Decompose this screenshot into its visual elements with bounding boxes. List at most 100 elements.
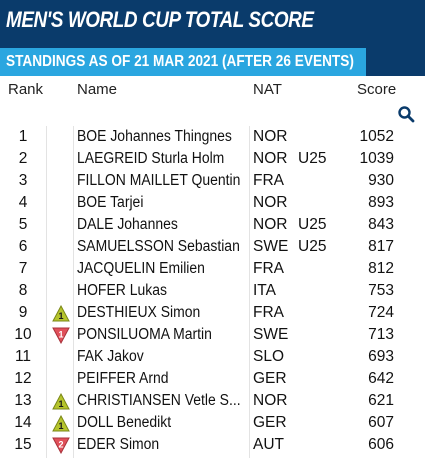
rank-change-value: 1	[58, 421, 63, 431]
column-divider	[46, 126, 47, 458]
nation-code: GER	[253, 414, 287, 431]
nation-code: NOR	[253, 216, 288, 233]
table-row[interactable]: 9 DESTHIEUX Simon FRA 724 1	[0, 302, 425, 324]
score-value: 642	[368, 370, 394, 387]
score-value: 930	[368, 172, 394, 189]
rank-up-triangle-icon: 1	[52, 415, 70, 432]
score-value: 713	[368, 326, 394, 343]
nation-code: SWE	[253, 326, 289, 343]
athlete-name[interactable]: SAMUELSSON Sebastian	[77, 238, 240, 255]
score-value: 1052	[359, 128, 394, 145]
name-column-header[interactable]: Name	[77, 81, 118, 98]
nation-code: NOR	[253, 128, 288, 145]
rank-change-value: 1	[58, 330, 63, 340]
score-value: 693	[368, 348, 394, 365]
table-row[interactable]: 3 FILLON MAILLET Quentin FRA 930	[0, 170, 425, 192]
athlete-name[interactable]: FILLON MAILLET Quentin	[77, 172, 241, 189]
table-row[interactable]: 2 LAEGREID Sturla Holm NOR U25 1039	[0, 148, 425, 170]
nation-code: GER	[253, 370, 287, 387]
rank-cell: 12	[14, 370, 32, 387]
athlete-name[interactable]: JACQUELIN Emilien	[77, 260, 205, 277]
score-value: 753	[368, 282, 394, 299]
rank-cell: 9	[18, 304, 28, 321]
nation-code: AUT	[253, 436, 284, 453]
rank-up-triangle-icon: 1	[52, 305, 70, 322]
rank-cell: 13	[14, 392, 32, 409]
table-row[interactable]: 5 DALE Johannes NOR U25 843	[0, 214, 425, 236]
athlete-name[interactable]: PEIFFER Arnd	[77, 370, 169, 387]
nat-column-header[interactable]: NAT	[253, 81, 282, 98]
nation-code: NOR	[253, 392, 288, 409]
table-row[interactable]: 11 FAK Jakov SLO 693	[0, 346, 425, 368]
score-value: 1039	[359, 150, 394, 167]
table-row[interactable]: 12 PEIFFER Arnd GER 642	[0, 368, 425, 390]
title-banner: MEN'S WORLD CUP TOTAL SCORE STANDINGS AS…	[0, 0, 425, 76]
rank-up-triangle-icon: 1	[52, 393, 70, 410]
score-value: 893	[368, 194, 394, 211]
score-column-header[interactable]: Score	[357, 81, 397, 98]
nation-code: FRA	[253, 260, 284, 277]
athlete-name[interactable]: DESTHIEUX Simon	[77, 304, 201, 321]
rank-cell: 7	[18, 260, 28, 277]
rank-cell: 8	[18, 282, 28, 299]
athlete-name[interactable]: HOFER Lukas	[77, 282, 167, 299]
athlete-name[interactable]: BOE Johannes Thingnes	[77, 128, 232, 145]
nation-code: FRA	[253, 172, 284, 189]
athlete-name[interactable]: DALE Johannes	[77, 216, 178, 233]
table-row[interactable]: 8 HOFER Lukas ITA 753	[0, 280, 425, 302]
rank-cell: 5	[18, 216, 28, 233]
table-row[interactable]: 10 PONSILUOMA Martin SWE 713 1	[0, 324, 425, 346]
column-divider	[73, 126, 74, 458]
table-row[interactable]: 15 EDER Simon AUT 606 2	[0, 434, 425, 456]
nation-code: NOR	[253, 194, 288, 211]
score-value: 843	[368, 216, 394, 233]
page-title: MEN'S WORLD CUP TOTAL SCORE	[6, 7, 314, 32]
athlete-name[interactable]: LAEGREID Sturla Holm	[77, 150, 225, 167]
score-value: 724	[368, 304, 394, 321]
rank-cell: 4	[18, 194, 28, 211]
rank-cell: 15	[14, 436, 32, 453]
athlete-name[interactable]: DOLL Benedikt	[77, 414, 172, 431]
rank-cell: 6	[18, 238, 28, 255]
category-badge: U25	[298, 216, 327, 233]
score-value: 621	[368, 392, 394, 409]
rank-down-triangle-icon: 2	[52, 437, 70, 454]
rank-cell: 14	[14, 414, 32, 431]
search-icon[interactable]	[397, 105, 415, 123]
rank-change-value: 1	[58, 311, 63, 321]
category-badge: U25	[298, 150, 327, 167]
rank-cell: 11	[14, 348, 32, 365]
nation-code: SWE	[253, 238, 289, 255]
rank-change-value: 1	[58, 399, 63, 409]
athlete-name[interactable]: EDER Simon	[77, 436, 160, 453]
athlete-name[interactable]: PONSILUOMA Martin	[77, 326, 212, 343]
table-header: Rank Name NAT Score	[0, 78, 425, 100]
nation-code: SLO	[253, 348, 285, 365]
rank-change-value: 2	[58, 440, 63, 450]
table-row[interactable]: 13 CHRISTIANSEN Vetle S... NOR 621 1	[0, 390, 425, 412]
table-row[interactable]: 1 BOE Johannes Thingnes NOR 1052	[0, 126, 425, 148]
score-value: 812	[368, 260, 394, 277]
rank-cell: 1	[18, 128, 28, 145]
nation-code: FRA	[253, 304, 284, 321]
table-row[interactable]: 6 SAMUELSSON Sebastian SWE U25 817	[0, 236, 425, 258]
nation-code: ITA	[253, 282, 276, 299]
score-value: 606	[368, 436, 394, 453]
rank-cell: 2	[18, 150, 28, 167]
rank-column-header[interactable]: Rank	[8, 81, 44, 98]
column-divider	[249, 126, 250, 458]
category-badge: U25	[298, 238, 327, 255]
rank-cell: 3	[18, 172, 28, 189]
rank-cell: 10	[14, 326, 32, 343]
athlete-name[interactable]: BOE Tarjei	[77, 194, 144, 211]
athlete-name[interactable]: CHRISTIANSEN Vetle S...	[77, 392, 241, 409]
subtitle-bar: STANDINGS AS OF 21 MAR 2021 (AFTER 26 EV…	[0, 48, 366, 76]
score-value: 817	[368, 238, 394, 255]
table-row[interactable]: 7 JACQUELIN Emilien FRA 812	[0, 258, 425, 280]
rank-down-triangle-icon: 1	[52, 327, 70, 344]
table-row[interactable]: 14 DOLL Benedikt GER 607 1	[0, 412, 425, 434]
nation-code: NOR	[253, 150, 288, 167]
table-row[interactable]: 4 BOE Tarjei NOR 893	[0, 192, 425, 214]
score-value: 607	[368, 414, 394, 431]
athlete-name[interactable]: FAK Jakov	[77, 348, 144, 365]
